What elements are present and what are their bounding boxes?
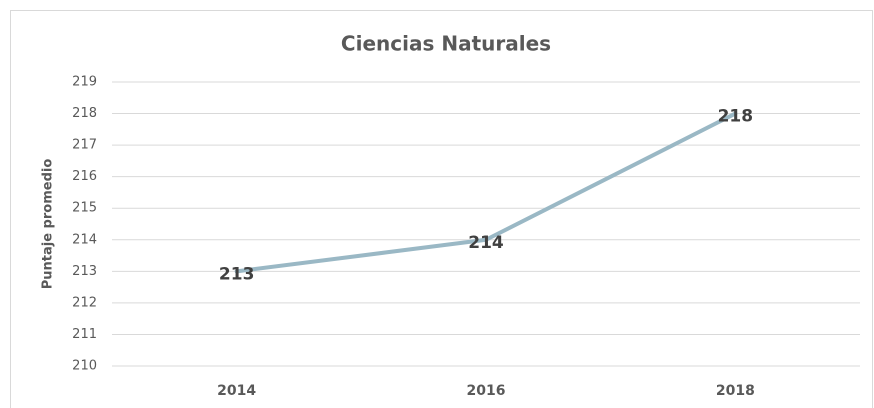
y-tick-label: 216 — [72, 169, 97, 184]
y-tick-label: 218 — [72, 106, 97, 121]
y-tick-label: 211 — [72, 327, 97, 342]
y-tick-label: 212 — [72, 295, 97, 310]
y-tick-label: 213 — [72, 264, 97, 279]
y-tick-label: 214 — [72, 232, 97, 247]
y-tick-label: 210 — [72, 359, 97, 374]
x-tick-label: 2016 — [467, 383, 506, 399]
chart-title: Ciencias Naturales — [341, 32, 551, 56]
y-axis-label: Puntaje promedio — [41, 159, 56, 290]
data-line — [234, 111, 738, 274]
x-tick-label: 2014 — [217, 383, 256, 399]
x-tick-label: 2018 — [716, 383, 755, 399]
y-tick-label: 215 — [72, 201, 97, 216]
data-label: 214 — [468, 233, 504, 253]
y-tick-label: 217 — [72, 138, 97, 153]
chart-border — [10, 10, 873, 408]
data-label: 213 — [219, 264, 255, 284]
data-label: 218 — [718, 107, 754, 127]
y-tick-label: 219 — [72, 75, 97, 90]
